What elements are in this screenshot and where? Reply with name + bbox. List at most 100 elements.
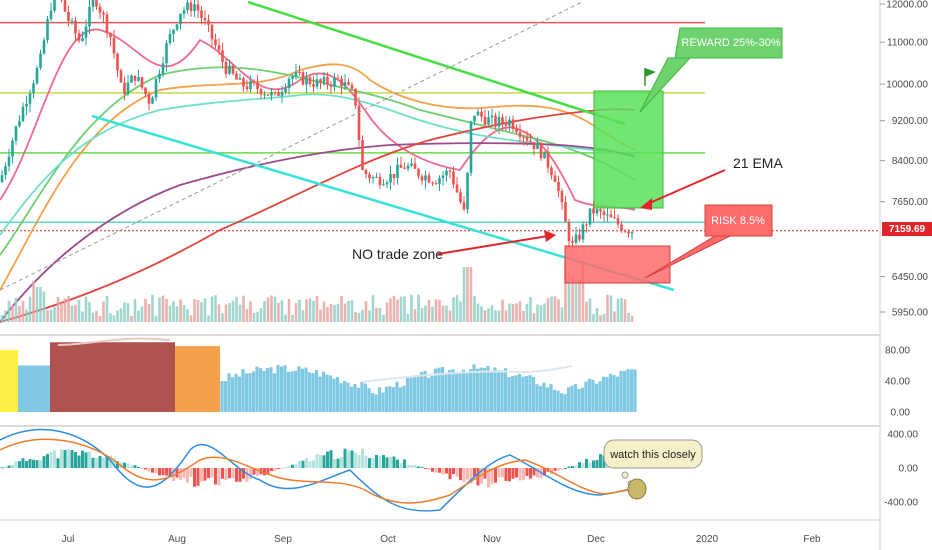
volume-bar (571, 275, 574, 322)
macd-histogram-bar (543, 468, 546, 476)
candle-body (364, 169, 368, 175)
candle-body (574, 234, 578, 243)
osc1-bar (486, 365, 490, 412)
macd-histogram-bar (364, 455, 368, 468)
oscillator-pane-1 (0, 337, 637, 412)
volume-bar (627, 312, 630, 322)
volume-bar (70, 305, 74, 322)
candle-body (392, 173, 396, 179)
osc1-bar (577, 388, 581, 412)
macd-histogram-bar (231, 468, 235, 479)
osc1-block (50, 342, 175, 412)
macd-histogram-bar (553, 468, 557, 471)
volume-bar (200, 302, 203, 322)
volume-bar (417, 294, 420, 322)
ema-arrow (644, 169, 726, 206)
macd-histogram-bar (56, 458, 60, 468)
volume-bar (364, 301, 368, 322)
macd-histogram-bar (452, 468, 455, 475)
volume-bar (112, 315, 116, 322)
candle-body (49, 10, 53, 20)
osc1-bar (370, 393, 375, 412)
macd-histogram-bar (130, 465, 133, 468)
volume-bar (130, 315, 133, 322)
macd-histogram-bar (585, 458, 588, 468)
candle-body (18, 120, 21, 127)
osc2-tick-label: 0.00 (899, 464, 919, 475)
candle-body (287, 78, 291, 89)
price-tick-label: 7650.00 (892, 197, 929, 208)
osc1-bar (346, 382, 350, 412)
no-trade-arrowhead (544, 230, 556, 242)
macd-histogram-bar (242, 468, 245, 479)
macd-histogram-bar (158, 468, 161, 476)
osc1-bar (482, 367, 487, 412)
volume-bar (413, 309, 417, 322)
volume-bar (613, 311, 616, 322)
volume-bar (553, 296, 557, 322)
candle-body (343, 82, 347, 87)
volume-bar (28, 296, 32, 322)
candle-body (599, 209, 602, 212)
watch-marker (627, 478, 647, 500)
macd-histogram-bar (7, 465, 11, 468)
macd-histogram-bar (67, 449, 70, 468)
macd-histogram-bar (74, 451, 77, 468)
osc1-bar (321, 371, 326, 412)
candle-body (606, 214, 609, 216)
candle-body (105, 14, 109, 34)
volume-bar (270, 295, 273, 322)
candle-body (627, 231, 630, 234)
osc1-bar (223, 381, 228, 412)
candle-body (441, 175, 445, 178)
macd-histogram-bar (501, 468, 504, 478)
macd-histogram-bar (35, 460, 39, 468)
osc1-bar (545, 387, 550, 412)
volume-bar (483, 310, 487, 322)
candle-body (147, 93, 151, 104)
macd-histogram-bar (203, 468, 207, 481)
volume-bar (18, 305, 21, 322)
price-axis: 12000.00 11000.00 10000.00 9200.00 8400.00 76… (880, 0, 928, 509)
macd-histogram-bar (228, 468, 231, 479)
volume-bar (574, 281, 578, 322)
osc1-bar (633, 369, 637, 412)
macd-histogram-bar (291, 464, 294, 468)
volume-bar (606, 294, 609, 322)
candle-body (102, 12, 105, 15)
macd-histogram-bar (147, 468, 151, 472)
volume-bar (245, 309, 249, 322)
price-tick-label: 9200.00 (892, 116, 929, 127)
volume-bar (11, 305, 14, 322)
macd-histogram-bar (389, 456, 392, 468)
candle-body (459, 192, 462, 203)
candle-body (546, 151, 550, 168)
volume-bar (214, 295, 217, 322)
volume-bar (168, 305, 172, 322)
volume-bar (501, 299, 504, 322)
candle-body (581, 224, 585, 240)
volume-bar (333, 304, 336, 322)
osc1-bar (423, 370, 427, 412)
price-tick-label: 12000.00 (886, 0, 928, 11)
macd-histogram-bar (392, 456, 396, 468)
candle-body (214, 39, 217, 46)
volume-bar (25, 309, 28, 322)
macd-histogram-bar (571, 466, 574, 468)
macd-histogram-bar (77, 455, 81, 468)
volume-bar (102, 301, 105, 322)
osc1-bar (542, 382, 546, 412)
volume-bar (326, 307, 329, 322)
volume-bar (137, 310, 140, 322)
volume-bar (599, 315, 602, 322)
volume-bar (420, 307, 424, 322)
candle-body (161, 63, 165, 74)
volume-bar (123, 302, 126, 322)
osc1-bar (335, 377, 340, 412)
volume-bar (536, 304, 539, 322)
candle-body (298, 72, 301, 74)
volume-bar (42, 291, 46, 322)
volume-bar (252, 312, 256, 322)
macd-histogram-bar (284, 467, 287, 469)
volume-bar (46, 310, 49, 322)
